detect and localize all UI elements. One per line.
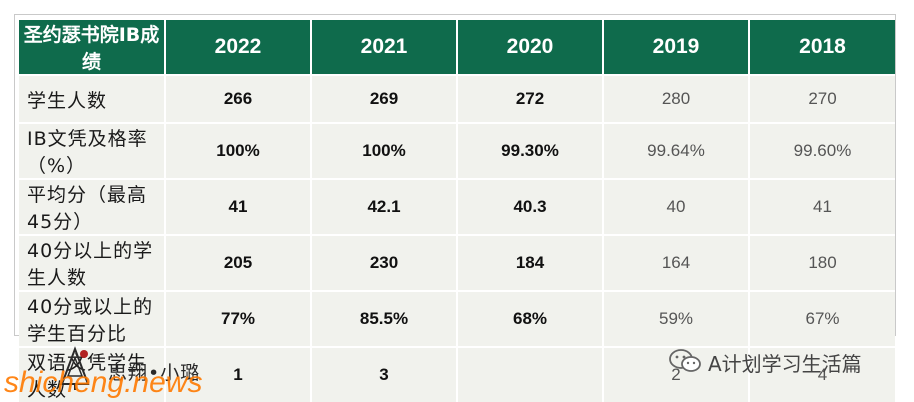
table-cell: 40	[603, 178, 750, 235]
header-year-2019: 2019	[603, 20, 750, 75]
table-cell: 40.3	[457, 178, 604, 235]
table-row: 40分以上的学生人数 205 230 184 164 180	[19, 234, 895, 291]
table-cell: 2	[603, 346, 750, 402]
table-cell: 41	[165, 178, 312, 235]
table-cell: 100%	[311, 122, 458, 179]
row-label: 双语文凭学生人数	[19, 346, 166, 402]
header-year-2022: 2022	[165, 20, 312, 75]
table-cell: 85.5%	[311, 290, 458, 347]
pine-tree-logo-icon	[60, 346, 90, 390]
table-row: 平均分（最高45分） 41 42.1 40.3 40 41	[19, 178, 895, 235]
header-title: 圣约瑟书院IB成绩	[19, 20, 166, 75]
table-cell: 230	[311, 234, 458, 291]
site-watermark: shicheng.news	[4, 366, 203, 399]
table-header-row: 圣约瑟书院IB成绩 2022 2021 2020 2019 2018	[19, 20, 895, 75]
table-cell: 99.60%	[749, 122, 895, 179]
table-cell: 41	[749, 178, 895, 235]
table-cell: 280	[603, 74, 750, 123]
row-label: 40分以上的学生人数	[19, 234, 166, 291]
table-cell	[457, 346, 604, 402]
table-cell: 272	[457, 74, 604, 123]
header-year-2020: 2020	[457, 20, 604, 75]
table-cell: 3	[311, 346, 458, 402]
table-cell: 164	[603, 234, 750, 291]
table-cell: 266	[165, 74, 312, 123]
table-cell: 68%	[457, 290, 604, 347]
wechat-icon	[669, 349, 701, 372]
wechat-account-name: A计划学习生活篇	[708, 352, 862, 376]
table-cell: 67%	[749, 290, 895, 347]
row-label: 40分或以上的学生百分比	[19, 290, 166, 347]
footer-logo: 思翔•小璐	[58, 346, 248, 396]
table-cell: 100%	[165, 122, 312, 179]
wechat-account: A计划学习生活篇	[668, 346, 908, 376]
table-row: IB文凭及格率（%） 100% 100% 99.30% 99.64% 99.60…	[19, 122, 895, 179]
header-year-2021: 2021	[311, 20, 458, 75]
table-cell: 270	[749, 74, 895, 123]
row-label: IB文凭及格率（%）	[19, 122, 166, 179]
table-row: 双语文凭学生人数 1 3 2 4	[19, 346, 895, 402]
table-cell: 180	[749, 234, 895, 291]
table-cell: 4	[749, 346, 895, 402]
ib-results-table: 圣约瑟书院IB成绩 2022 2021 2020 2019 2018 学生人数 …	[19, 20, 895, 402]
logo-text: 思翔•小璐	[108, 362, 201, 384]
row-label: 学生人数	[19, 74, 166, 123]
table-cell: 269	[311, 74, 458, 123]
table-cell: 99.30%	[457, 122, 604, 179]
table-cell: 205	[165, 234, 312, 291]
table-row: 40分或以上的学生百分比 77% 85.5% 68% 59% 67%	[19, 290, 895, 347]
table-cell: 77%	[165, 290, 312, 347]
table-cell: 99.64%	[603, 122, 750, 179]
row-label: 平均分（最高45分）	[19, 178, 166, 235]
header-year-2018: 2018	[749, 20, 895, 75]
table-cell: 42.1	[311, 178, 458, 235]
table-cell: 184	[457, 234, 604, 291]
table-row: 学生人数 266 269 272 280 270	[19, 74, 895, 123]
table-cell: 1	[165, 346, 312, 402]
table-cell: 59%	[603, 290, 750, 347]
